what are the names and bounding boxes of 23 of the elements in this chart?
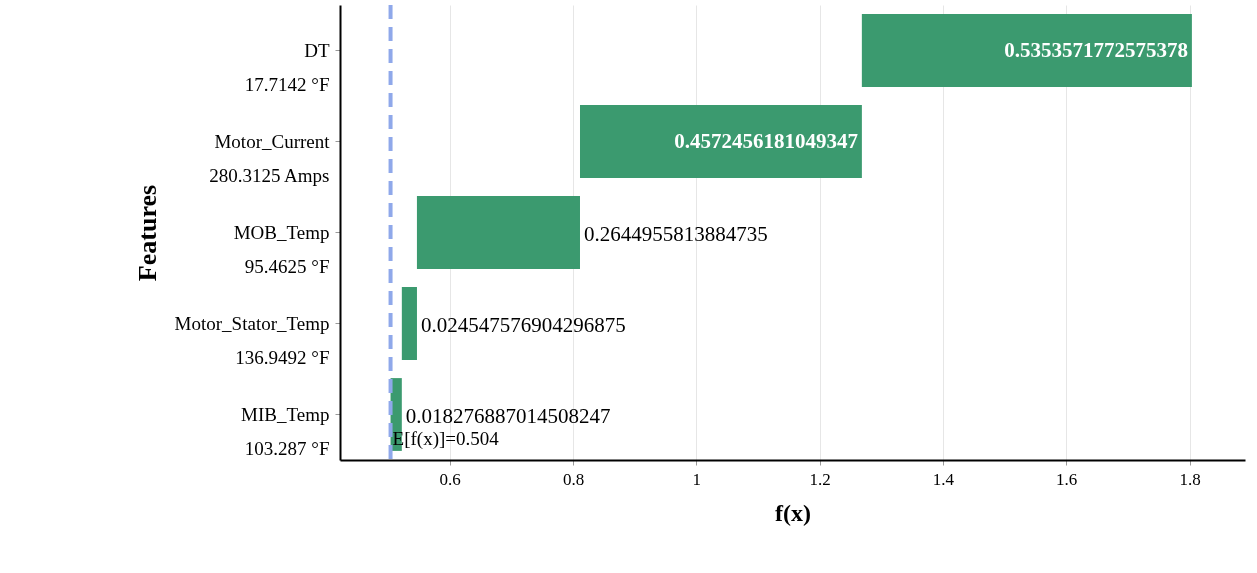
bar xyxy=(861,14,1192,87)
bar xyxy=(580,105,862,178)
x-tick-label: 0.8 xyxy=(562,469,585,489)
x-tick-label: 1.2 xyxy=(809,469,831,489)
y-tick-label: Motor_Current 280.3125 Amps xyxy=(209,130,331,186)
x-tick-label: 0.6 xyxy=(439,469,461,489)
x-tick-label: 1 xyxy=(692,469,702,489)
data-label: 0.5353571772575378 xyxy=(1004,37,1188,62)
y-tick-label: MOB_Temp 95.4625 °F xyxy=(233,221,330,277)
y-axis-title: Features xyxy=(132,184,162,282)
x-tick-label: 1.8 xyxy=(1179,469,1201,489)
x-axis-title: f(x) xyxy=(775,499,811,526)
y-tick-label: DT 17.7142 °F xyxy=(244,39,330,95)
y-tick-label: Motor_Stator_Temp 136.9492 °F xyxy=(174,312,330,368)
x-tick-label: 1.4 xyxy=(932,469,955,489)
x-tick-label: 1.6 xyxy=(1056,469,1078,489)
bar xyxy=(401,287,417,360)
data-label: 0.2644955813884735 xyxy=(583,221,768,246)
bar xyxy=(416,196,580,269)
data-label: 0.4572456181049347 xyxy=(674,128,858,153)
y-tick-label: MIB_Temp 103.287 °F xyxy=(241,403,330,459)
data-label: 0.024547576904296875 xyxy=(420,312,626,337)
data-label: 0.018276887014508247 xyxy=(405,403,611,428)
